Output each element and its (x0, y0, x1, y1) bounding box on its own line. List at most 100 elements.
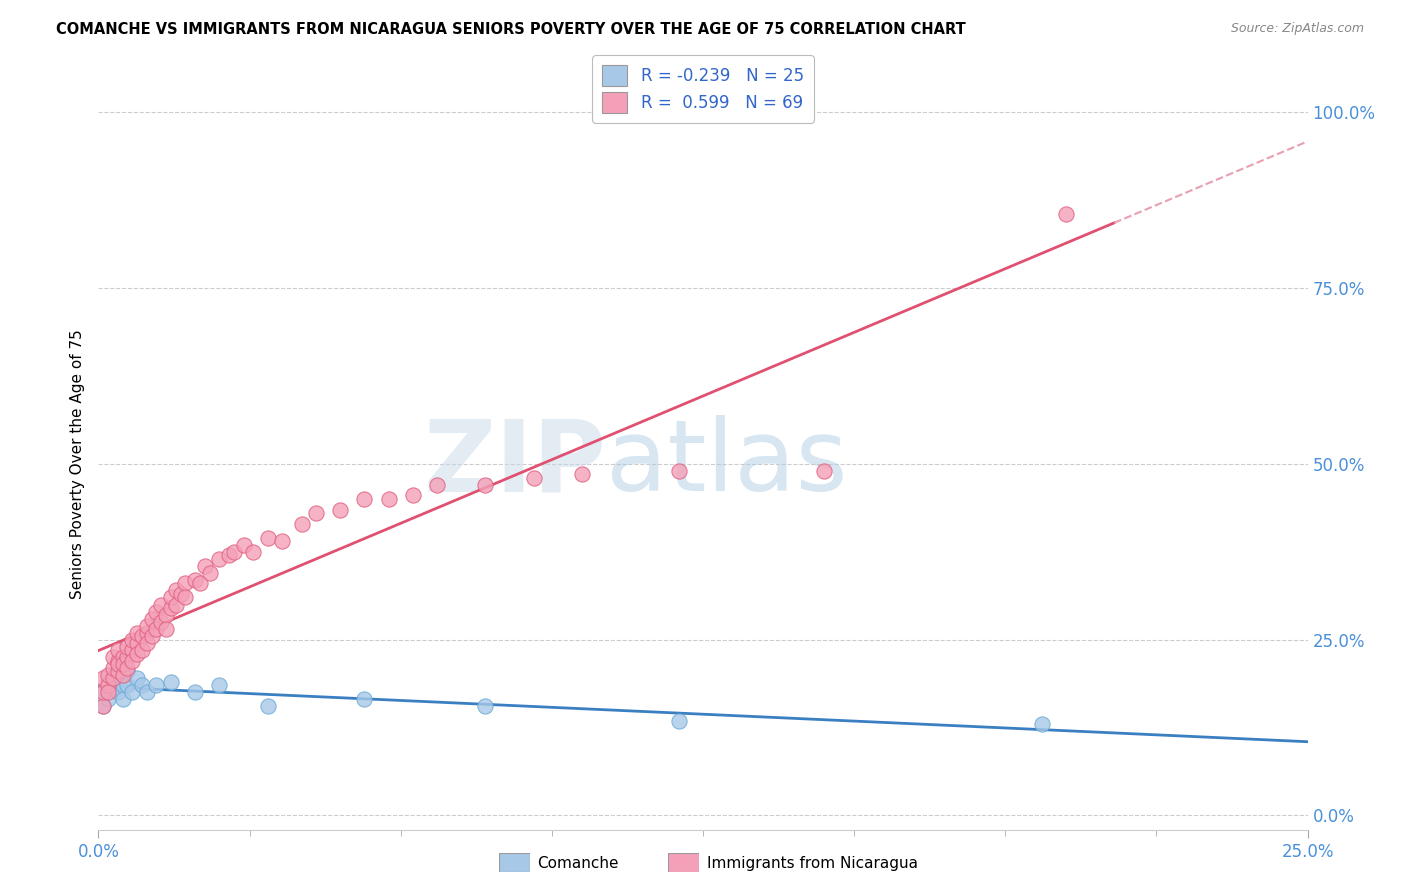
Point (127, 636, 149, 650)
Point (131, 629, 153, 643)
Point (97, 678, 120, 692)
Legend: R = -0.239   N = 25, R =  0.599   N = 69: R = -0.239 N = 25, R = 0.599 N = 69 (592, 55, 814, 122)
Point (117, 678, 139, 692)
Point (107, 654, 129, 668)
Point (242, 545, 264, 559)
Text: Immigrants from Nicaragua: Immigrants from Nicaragua (707, 856, 918, 871)
Point (101, 668, 124, 682)
Point (107, 657, 129, 672)
Point (107, 665, 129, 679)
Y-axis label: Seniors Poverty Over the Age of 75: Seniors Poverty Over the Age of 75 (69, 329, 84, 599)
Point (222, 545, 245, 559)
Point (107, 671, 129, 685)
Text: COMANCHE VS IMMIGRANTS FROM NICARAGUA SENIORS POVERTY OVER THE AGE OF 75 CORRELA: COMANCHE VS IMMIGRANTS FROM NICARAGUA SE… (56, 22, 966, 37)
Text: atlas: atlas (606, 416, 848, 512)
Point (305, 506, 328, 520)
Point (91, 699, 114, 714)
Point (523, 471, 546, 485)
Point (813, 464, 835, 478)
Point (127, 625, 149, 640)
Point (97, 668, 120, 682)
Point (426, 478, 449, 492)
Point (111, 692, 134, 706)
Point (107, 685, 129, 699)
Point (91, 685, 114, 699)
Point (290, 516, 312, 531)
Point (668, 464, 690, 478)
Point (91, 671, 114, 685)
Point (111, 657, 134, 672)
Point (184, 685, 207, 699)
Point (402, 488, 425, 502)
Point (198, 566, 221, 580)
Point (208, 551, 231, 566)
Point (155, 622, 177, 636)
Point (111, 668, 134, 682)
Point (169, 587, 191, 601)
Point (121, 685, 143, 699)
Point (1031, 717, 1053, 731)
Point (131, 678, 153, 692)
Point (135, 636, 157, 650)
Point (121, 632, 143, 647)
Point (160, 591, 183, 605)
Point (117, 640, 139, 654)
Point (155, 608, 177, 623)
Point (111, 650, 134, 665)
Point (101, 681, 124, 696)
Point (97, 674, 120, 689)
Point (145, 678, 167, 692)
Point (101, 671, 124, 685)
Text: ZIP: ZIP (423, 416, 606, 512)
Point (160, 674, 183, 689)
Point (117, 665, 139, 679)
Point (160, 601, 183, 615)
Point (135, 625, 157, 640)
Point (353, 692, 375, 706)
Point (91, 699, 114, 714)
Point (121, 654, 143, 668)
Point (141, 629, 163, 643)
Point (127, 647, 149, 661)
Point (121, 643, 143, 657)
Point (184, 573, 207, 587)
Point (117, 650, 139, 665)
Point (131, 643, 153, 657)
Point (571, 467, 593, 482)
Text: Source: ZipAtlas.com: Source: ZipAtlas.com (1230, 22, 1364, 36)
Point (256, 699, 278, 714)
Point (353, 491, 375, 506)
Point (232, 538, 254, 552)
Point (101, 650, 124, 665)
Point (474, 699, 496, 714)
Point (111, 678, 134, 692)
Point (97, 692, 120, 706)
Point (218, 548, 240, 563)
Point (474, 478, 496, 492)
Point (165, 583, 187, 598)
Point (271, 534, 294, 549)
Point (91, 685, 114, 699)
Text: Comanche: Comanche (537, 856, 619, 871)
Point (377, 491, 399, 506)
Point (117, 661, 139, 675)
Point (127, 671, 149, 685)
Point (1054, 207, 1077, 221)
Point (141, 611, 163, 625)
Point (101, 661, 124, 675)
Point (165, 598, 187, 612)
Point (174, 591, 197, 605)
Point (150, 598, 173, 612)
Point (256, 531, 278, 545)
Point (107, 643, 129, 657)
Point (145, 605, 167, 619)
Point (208, 678, 231, 692)
Point (97, 685, 120, 699)
Point (135, 685, 157, 699)
Point (188, 576, 211, 591)
Point (145, 622, 167, 636)
Point (668, 714, 690, 728)
Point (135, 618, 157, 632)
Point (150, 615, 173, 629)
Point (194, 558, 217, 573)
